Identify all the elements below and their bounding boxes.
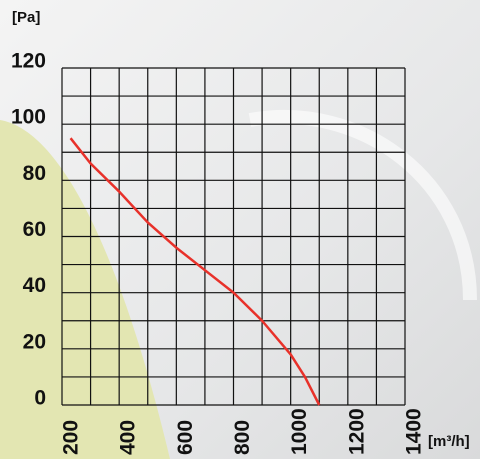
decor-arc [248, 109, 477, 301]
x-axis-label: [m³/h] [428, 433, 470, 450]
x-tick-label: 600 [174, 420, 197, 455]
y-tick-label: 40 [23, 274, 46, 297]
y-tick-label: 60 [23, 218, 46, 241]
y-tick-label: 0 [34, 387, 46, 410]
y-axis-label: [Pa] [12, 9, 40, 26]
x-tick-label: 1400 [403, 408, 426, 455]
y-tick-label: 120 [11, 50, 46, 73]
x-tick-label: 1000 [288, 408, 311, 455]
x-tick-label: 1200 [345, 408, 368, 455]
y-tick-label: 20 [23, 330, 46, 353]
y-tick-label: 100 [11, 106, 46, 129]
x-tick-label: 400 [117, 420, 140, 455]
data-line [69, 137, 321, 406]
y-tick-label: 80 [23, 162, 46, 185]
decor-shape [0, 120, 170, 459]
x-tick-label: 200 [60, 420, 83, 455]
x-tick-label: 800 [231, 420, 254, 455]
